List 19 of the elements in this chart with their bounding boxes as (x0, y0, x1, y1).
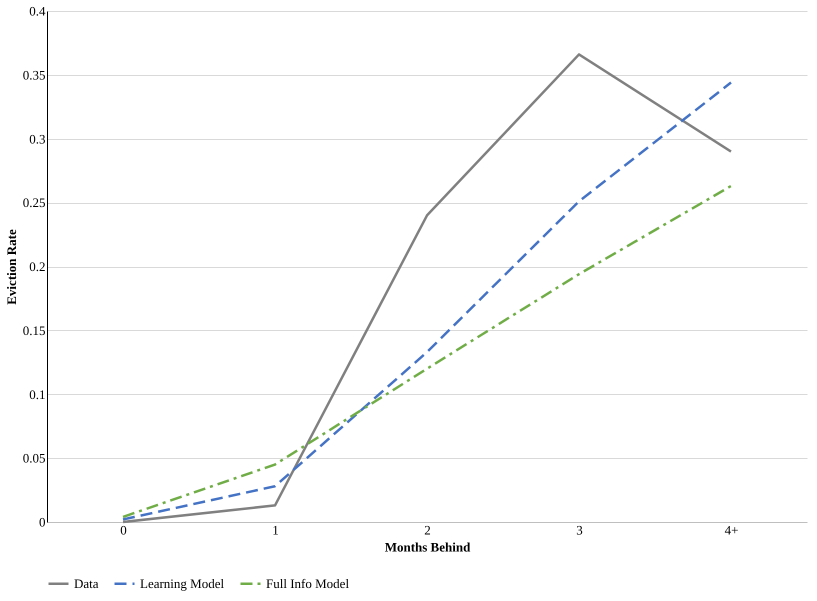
y-tick-label: 0.3 (29, 131, 46, 146)
x-tick-label: 2 (424, 522, 431, 538)
x-axis-title: Months Behind (384, 540, 472, 554)
y-tick-label: 0.05 (22, 450, 46, 466)
x-tick-label: 0 (120, 522, 127, 538)
x-tick-label: 3 (576, 522, 583, 538)
x-tick-label: 1 (272, 522, 279, 538)
x-tick-label: 4+ (724, 522, 738, 538)
y-tick-label: 0.1 (29, 386, 46, 402)
y-tick-label: 0.15 (22, 322, 46, 338)
legend-label: Full Info Model (266, 576, 350, 591)
legend-label: Data (74, 576, 99, 591)
legend-label: Learning Model (140, 576, 224, 591)
y-tick-label: 0.35 (22, 67, 46, 82)
line-series (122, 184, 732, 518)
y-tick-label: 0.2 (29, 259, 46, 274)
y-axis-title: Eviction Rate (4, 229, 19, 305)
y-tick-label: 0.25 (22, 195, 46, 210)
y-tick-label: 0.4 (29, 4, 46, 18)
